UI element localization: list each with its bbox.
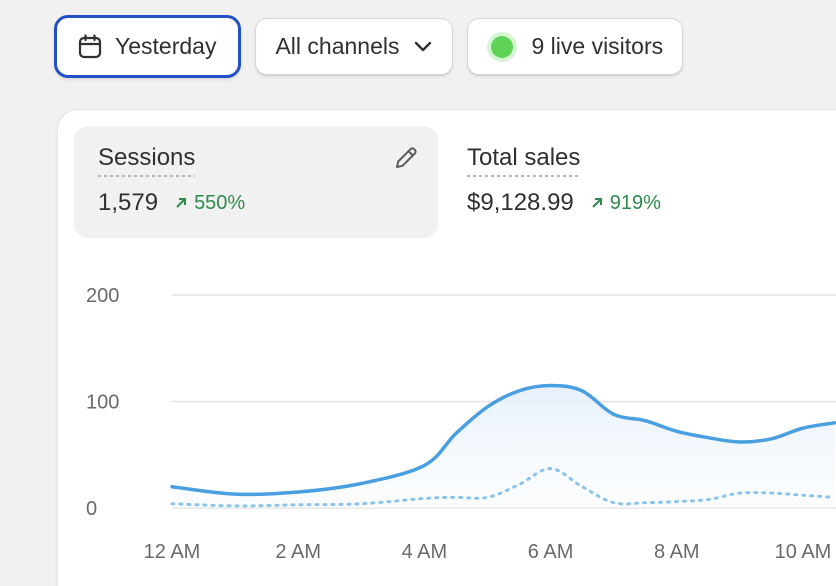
metric-value: 1,579 (98, 189, 159, 216)
calendar-icon (77, 33, 103, 60)
pencil-icon[interactable] (392, 144, 420, 177)
metric-label[interactable]: Total sales (467, 144, 581, 177)
x-tick-label: 6 AM (528, 541, 574, 563)
metric-label[interactable]: Sessions (98, 144, 196, 177)
filter-toolbar: Yesterday All channels 9 live visitors (54, 15, 684, 78)
live-visitors-label: 9 live visitors (531, 33, 664, 59)
x-tick-label: 10 AM (775, 541, 832, 563)
metric-change: 550% (174, 192, 245, 215)
y-tick-label: 0 (86, 498, 97, 520)
sessions-card: Sessions 1,579 550% Total sales $9,128.9… (58, 110, 836, 586)
x-tick-label: 8 AM (654, 541, 700, 563)
metric-total-sales[interactable]: Total sales $9,128.99 919% (443, 126, 803, 238)
channel-select-label: All channels (275, 33, 400, 59)
sessions-area (172, 385, 835, 508)
arrow-up-right-icon (592, 198, 602, 208)
arrow-up-right-icon (176, 198, 187, 208)
metric-value: $9,128.99 (467, 189, 574, 216)
date-range-label: Yesterday (115, 33, 217, 59)
live-dot-icon (491, 35, 514, 58)
x-tick-label: 4 AM (402, 541, 448, 563)
metric-sessions[interactable]: Sessions 1,579 550% (74, 126, 438, 238)
date-range-button[interactable]: Yesterday (54, 15, 242, 78)
x-tick-label: 12 AM (144, 541, 201, 563)
y-tick-label: 200 (86, 285, 119, 307)
metric-change-value: 550% (194, 191, 246, 214)
sessions-line-chart: 200 100 0 12 AM 2 AM 4 AM 6 AM 8 AM 10 AM (86, 285, 836, 563)
metric-change: 919% (590, 192, 661, 215)
x-tick-label: 2 AM (275, 541, 321, 563)
comparison-series-line (170, 467, 836, 508)
metric-change-value: 919% (609, 191, 661, 214)
channel-select[interactable]: All channels (255, 18, 454, 75)
sessions-series-line (170, 383, 836, 497)
chevron-down-icon (413, 40, 433, 54)
y-tick-label: 100 (86, 392, 119, 414)
live-visitors-button[interactable]: 9 live visitors (467, 18, 684, 75)
